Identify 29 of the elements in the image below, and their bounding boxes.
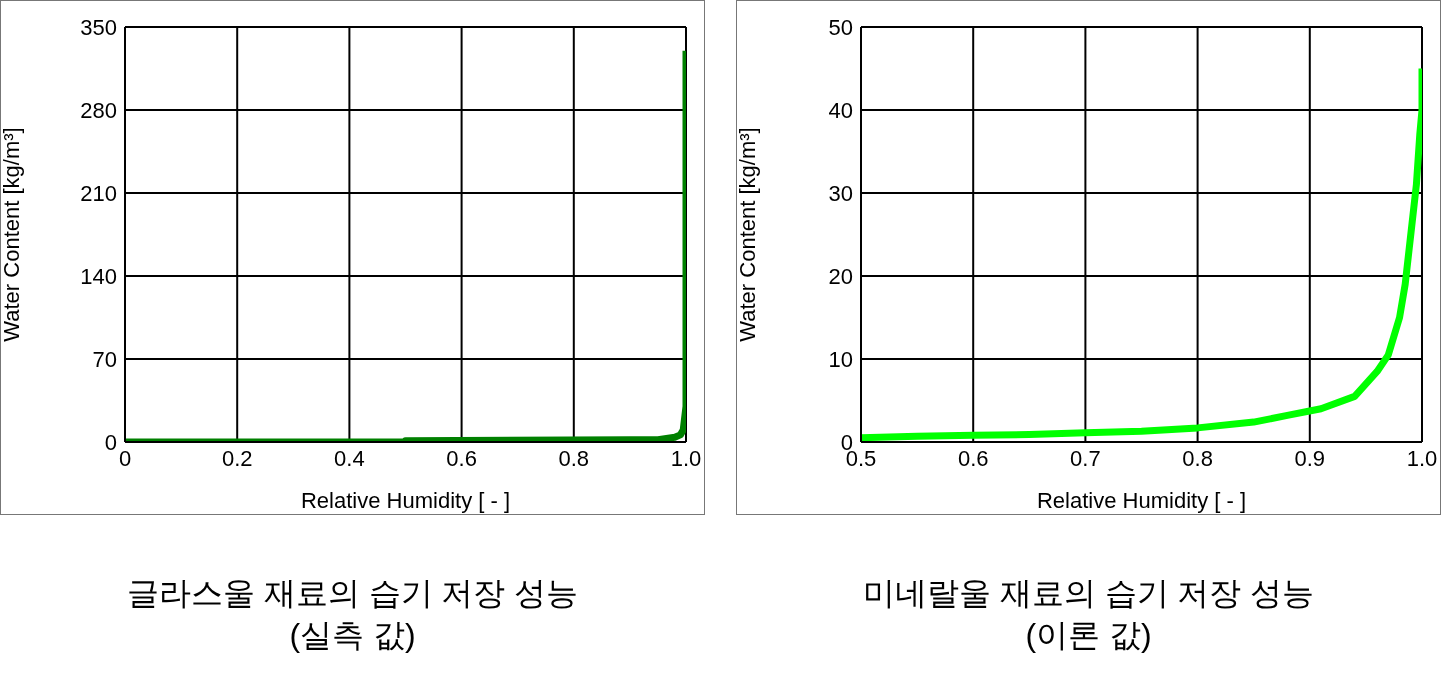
y-tick-label: 20	[828, 263, 853, 289]
y-tick-label: 210	[80, 180, 117, 206]
x-tick-label: 0.7	[1070, 445, 1101, 471]
x-tick-label: 0.6	[446, 445, 477, 471]
y-tick-label: 140	[80, 263, 117, 289]
y-axis-title: Water Content [kg/m³]	[734, 127, 760, 342]
x-tick-label: 0.8	[558, 445, 590, 471]
y-tick-label: 0	[104, 429, 117, 455]
y-tick-label: 40	[828, 97, 853, 123]
x-tick-label: 1.0	[1406, 445, 1438, 471]
x-axis-title: Relative Humidity [ - ]	[1036, 488, 1247, 513]
text: (실측 값)	[288, 615, 417, 655]
text: 글라스울 재료의 습기 저장 성능	[125, 574, 580, 613]
x-axis-title: Relative Humidity [ - ]	[300, 488, 511, 513]
y-tick-label: 30	[828, 180, 853, 206]
y-tick-label: 280	[80, 97, 117, 123]
y-tick-label: 70	[92, 346, 117, 372]
y-tick-label: 10	[828, 346, 853, 372]
y-axis-title: Water Content [kg/m³]	[0, 127, 24, 342]
x-tick-label: 0.4	[334, 445, 365, 471]
y-tick-label: 350	[80, 14, 117, 40]
x-tick-label: 1.0	[670, 445, 702, 471]
x-tick-label: 0.6	[957, 445, 989, 471]
x-tick-label: 0.9	[1294, 445, 1326, 471]
x-tick-label: 0.2	[221, 445, 253, 471]
text: (이론 값)	[1024, 615, 1153, 655]
x-tick-label: 0.8	[1182, 445, 1213, 471]
y-tick-label: 50	[828, 14, 853, 40]
text: 미네랄울 재료의 습기 저장 성능	[861, 574, 1316, 613]
